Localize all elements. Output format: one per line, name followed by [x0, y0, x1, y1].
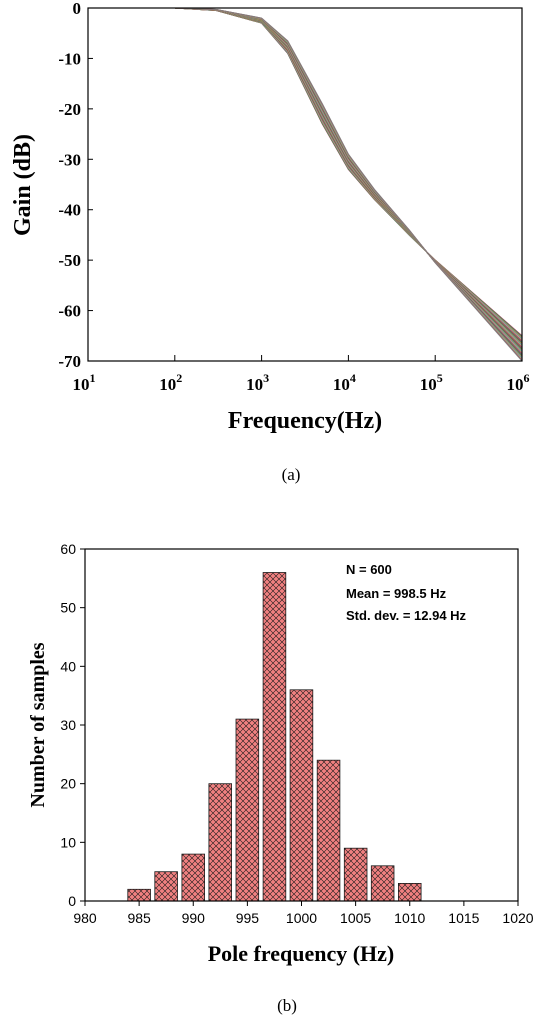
panel-label-b: (b) — [277, 996, 297, 1015]
y-tick-label: 50 — [60, 600, 76, 616]
y-tick-label: -20 — [58, 100, 81, 119]
gain-curve-25 — [88, 7, 523, 353]
gain-curve-34 — [88, 7, 523, 359]
x-tick-label: 985 — [127, 910, 151, 926]
annotation-std-dev: Std. dev. = 12.94 Hz — [346, 608, 467, 623]
gain-curve-39 — [88, 7, 523, 362]
histogram-bar-990 — [181, 853, 205, 902]
annotation-mean: Mean = 998.5 Hz — [346, 586, 447, 601]
chart-a-y-axis: 0 -10 -20 -30 -40 -50 -60 -70 — [58, 0, 93, 371]
gain-curve-4 — [88, 7, 523, 339]
gain-curve-14 — [88, 7, 523, 346]
histogram-bar-1005 — [343, 847, 368, 902]
y-tick-label: 0 — [68, 893, 76, 909]
chart-b-x-label: Pole frequency (Hz) — [208, 941, 395, 966]
histogram-bar-1010 — [397, 883, 422, 902]
gain-curve-13 — [88, 7, 523, 345]
gain-curve-10 — [88, 7, 523, 343]
gain-curve-20 — [88, 7, 523, 350]
y-tick-label: -60 — [58, 302, 81, 321]
y-tick-label: 20 — [60, 776, 76, 792]
gain-curve-29 — [88, 7, 523, 355]
x-tick-label: 1000 — [286, 910, 317, 926]
gain-curve-36 — [88, 7, 523, 360]
gain-curve-15 — [88, 7, 523, 346]
gain-curve-32 — [88, 7, 523, 357]
gain-curve-21 — [88, 7, 523, 350]
x-tick-label: 1015 — [448, 910, 479, 926]
x-tick-label: 106 — [507, 371, 530, 394]
histogram-bar-985 — [127, 888, 151, 902]
y-tick-label: 10 — [60, 834, 76, 850]
gain-curve-28 — [88, 7, 523, 355]
gain-curve-12 — [88, 7, 523, 344]
histogram-bar-1002.5 — [316, 759, 341, 902]
x-tick-label: 104 — [333, 371, 356, 394]
x-tick-label: 995 — [236, 910, 260, 926]
y-tick-label: -30 — [58, 150, 81, 169]
gain-curve-38 — [88, 7, 523, 361]
gain-curve-11 — [88, 7, 523, 344]
gain-curve-9 — [88, 7, 523, 343]
y-tick-label: 40 — [60, 658, 76, 674]
histogram-bar-995 — [235, 718, 260, 902]
y-tick-label: 60 — [60, 541, 76, 557]
chart-b-y-axis: 0 10 20 30 40 50 60 — [60, 541, 85, 909]
histogram-bar-992.5 — [208, 783, 232, 902]
chart-b-bars-group — [127, 572, 422, 902]
x-tick-label: 103 — [246, 371, 269, 394]
gain-curve-24 — [88, 7, 523, 352]
x-tick-label: 102 — [159, 371, 182, 394]
gain-curve-6 — [88, 7, 523, 341]
gain-curve-26 — [88, 7, 523, 353]
annotation-n: N = 600 — [346, 562, 392, 577]
chart-a-x-label: Frequency(Hz) — [228, 408, 382, 434]
gain-curve-17 — [88, 7, 523, 348]
gain-curve-19 — [88, 7, 523, 349]
y-tick-label: -50 — [58, 251, 81, 270]
x-tick-label: 980 — [73, 910, 97, 926]
chart-a-series-group — [88, 7, 523, 362]
chart-a: 0-10-20-30-40-50-60-70 101 102 103 104 105 10… — [10, 0, 530, 484]
gain-curve-5 — [88, 7, 523, 340]
gain-curve-37 — [88, 7, 523, 361]
histogram-bar-1007.5 — [370, 865, 395, 902]
gain-curve-22 — [88, 7, 523, 351]
chart-b-x-axis: 980 985 990 995 1000 1005 1010 1015 1020 — [73, 901, 534, 926]
histogram-bar-987.5 — [154, 871, 178, 902]
x-tick-label: 105 — [420, 371, 443, 394]
chart-a-y-label: Gain (dB) — [10, 134, 36, 236]
gain-curve-3 — [88, 7, 523, 339]
gain-curve-18 — [88, 7, 523, 348]
chart-a-frame — [87, 7, 523, 362]
x-tick-label: 101 — [73, 371, 96, 394]
chart-a-x-axis: 101 102 103 104 105 106 — [73, 355, 530, 394]
y-tick-label: -10 — [58, 49, 81, 68]
gain-curve-30 — [88, 7, 523, 356]
y-tick-label: 0 — [73, 0, 82, 18]
gain-curve-35 — [88, 7, 523, 359]
gain-curve-27 — [88, 7, 523, 354]
gain-curve-16 — [88, 7, 523, 347]
panel-label-a: (a) — [282, 465, 301, 484]
y-tick-label: 30 — [60, 717, 76, 733]
histogram-bar-997.5 — [262, 572, 287, 902]
gain-curve-7 — [88, 7, 523, 341]
gain-curve-8 — [88, 7, 523, 342]
y-tick-label: -70 — [58, 352, 81, 371]
x-tick-label: 1005 — [340, 910, 371, 926]
y-tick-label: -40 — [58, 201, 81, 220]
x-tick-label: 1010 — [394, 910, 425, 926]
gain-curve-23 — [88, 7, 523, 352]
histogram-bar-1000 — [289, 689, 314, 902]
x-tick-label: 1020 — [502, 910, 533, 926]
x-tick-label: 990 — [182, 910, 206, 926]
gain-curve-33 — [88, 7, 523, 358]
gain-curve-31 — [88, 7, 523, 357]
chart-b-y-label: Number of samples — [27, 642, 49, 807]
